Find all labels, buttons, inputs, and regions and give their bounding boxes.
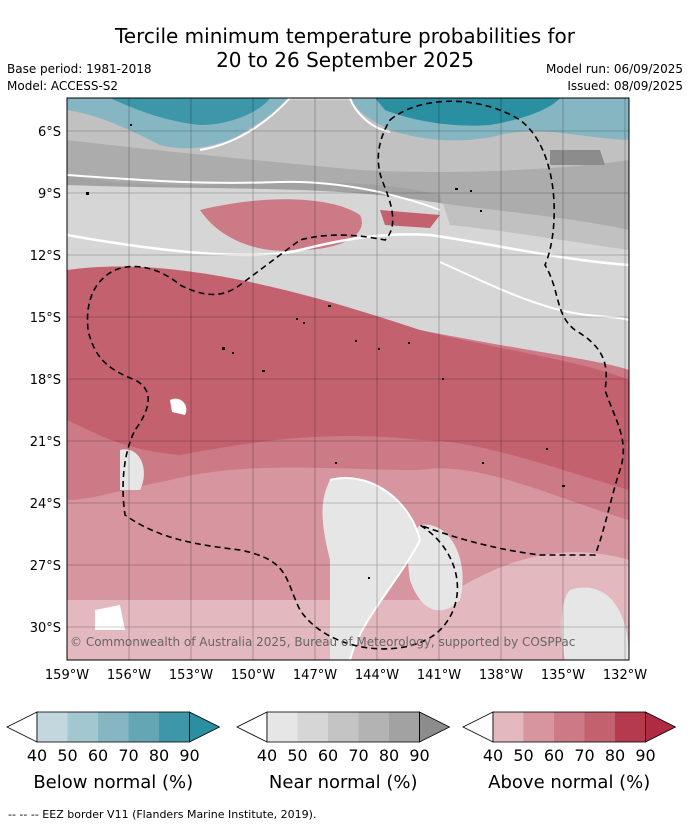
map-title-line1: Tercile minimum temperature probabilitie… — [114, 24, 576, 48]
lat-label: 9°S — [38, 187, 61, 202]
colorbar-high-extend — [189, 711, 221, 743]
colorbar-tick-label: 50 — [57, 746, 77, 765]
copyright-text: © Commonwealth of Australia 2025, Bureau… — [70, 635, 575, 649]
boundary-contour-1 — [67, 233, 629, 267]
colorbar-tick-label: 80 — [149, 746, 169, 765]
colorbar-segment — [297, 712, 328, 742]
lat-label: 12°S — [30, 249, 61, 264]
colorbar-near: 40 50 60 70 80 90 Near normal (%) — [236, 711, 451, 793]
lon-label: 138°W — [479, 668, 523, 683]
below-northwest-core — [110, 98, 270, 125]
colorbar-below: 40 50 60 70 80 90 Below normal (%) — [6, 711, 221, 793]
lat-label: 27°S — [30, 559, 61, 574]
colorbar-frame — [266, 711, 420, 743]
colorbar-segment — [67, 712, 98, 742]
colorbar-tick-label: 50 — [287, 746, 307, 765]
colorbar-segment — [389, 712, 420, 742]
colorbar-tick-label: 80 — [379, 746, 399, 765]
longitude-labels: 159°W 156°W 153°W 150°W 147°W 144°W 141°… — [45, 668, 647, 683]
colorbar-legends: 40 50 60 70 80 90 Below normal (%) 40 50 60 70 80 90… — [6, 711, 677, 793]
lat-label: 18°S — [30, 373, 61, 388]
lon-label: 159°W — [45, 668, 89, 683]
near-west-patch — [120, 449, 144, 490]
issued-text: Issued: 08/09/2025 — [567, 79, 683, 93]
colorbar-segment — [98, 712, 129, 742]
colorbar-segment — [358, 712, 389, 742]
colorbar-tick-label: 90 — [179, 746, 199, 765]
colorbar-segment — [523, 712, 554, 742]
lon-label: 150°W — [231, 668, 275, 683]
colorbar-segment — [37, 712, 68, 742]
colorbar-segment — [267, 712, 298, 742]
colorbar-tick-label: 60 — [544, 746, 564, 765]
lon-label: 144°W — [355, 668, 399, 683]
colorbar-high-extend — [645, 711, 677, 743]
lon-label: 141°W — [417, 668, 461, 683]
above-north-patch-2 — [380, 210, 440, 228]
model-text: Model: ACCESS-S2 — [7, 79, 119, 93]
white-patch-2 — [170, 398, 187, 415]
colorbar-tick-label: 40 — [27, 746, 47, 765]
colorbar-low-extend — [462, 711, 494, 743]
lat-label: 6°S — [38, 125, 61, 140]
boundary-contour-2 — [67, 174, 441, 211]
base-period-text: Base period: 1981-2018 — [7, 62, 152, 76]
colorbar-tick-label: 90 — [409, 746, 429, 765]
colorbar-tick-label: 40 — [257, 746, 277, 765]
colorbar-tick-label: 70 — [574, 746, 594, 765]
colorbar-low-extend — [6, 711, 38, 743]
colorbar-high-extend — [419, 711, 451, 743]
islands — [86, 124, 565, 579]
colorbar-tick-label: 70 — [118, 746, 138, 765]
colorbar-tick-label: 40 — [483, 746, 503, 765]
boundary-contour-4 — [199, 98, 391, 151]
colorbar-tick-label: 70 — [348, 746, 368, 765]
model-run-text: Model run: 06/09/2025 — [545, 62, 683, 76]
lon-label: 156°W — [107, 668, 151, 683]
lat-label: 30°S — [30, 621, 61, 636]
colorbar-segment — [493, 712, 524, 742]
eez-footnote: -- -- -- EEZ border V11 (Flanders Marine… — [8, 808, 317, 821]
near-80-patch — [550, 150, 605, 165]
colorbar-tick-label: 80 — [605, 746, 625, 765]
lon-label: 135°W — [541, 668, 585, 683]
colorbar-tick-label: 50 — [513, 746, 533, 765]
lat-lon-grid — [67, 98, 629, 660]
colorbar-tick-label: 90 — [635, 746, 655, 765]
lon-label: 147°W — [293, 668, 337, 683]
colorbar-segment — [159, 712, 190, 742]
lat-label: 21°S — [30, 435, 61, 450]
colorbar-title: Below normal (%) — [33, 772, 193, 793]
map-title-line2: 20 to 26 September 2025 — [216, 48, 474, 72]
lon-label: 132°W — [603, 668, 647, 683]
probability-field: © Commonwealth of Australia 2025, Bureau… — [67, 98, 629, 660]
colorbar-segment — [615, 712, 646, 742]
colorbar-above: 40 50 60 70 80 90 Above normal (%) — [462, 711, 677, 793]
colorbar-frame — [492, 711, 646, 743]
colorbar-title: Above normal (%) — [488, 772, 650, 793]
latitude-labels: 6°S 9°S 12°S 15°S 18°S 21°S 24°S 27°S 30… — [30, 125, 61, 636]
near-south-patch-2 — [408, 524, 463, 611]
colorbar-segment — [328, 712, 359, 742]
colorbar-tick-label: 60 — [88, 746, 108, 765]
boundary-contour-5 — [329, 477, 422, 660]
near-south-patch — [322, 478, 420, 660]
above-north-patch — [200, 199, 362, 251]
map-frame — [66, 97, 630, 661]
colorbar-frame — [36, 711, 190, 743]
white-patch — [95, 605, 125, 630]
colorbar-segment — [554, 712, 585, 742]
boundary-contour-3 — [439, 261, 629, 321]
colorbar-low-extend — [236, 711, 268, 743]
colorbar-tick-label: 60 — [318, 746, 338, 765]
lat-label: 24°S — [30, 497, 61, 512]
lon-label: 153°W — [169, 668, 213, 683]
colorbar-segment — [128, 712, 159, 742]
colorbar-title: Near normal (%) — [269, 772, 418, 793]
above-70-region — [67, 266, 629, 490]
colorbar-segment — [584, 712, 615, 742]
lat-label: 15°S — [30, 311, 61, 326]
near-southeast-patch — [561, 587, 629, 660]
